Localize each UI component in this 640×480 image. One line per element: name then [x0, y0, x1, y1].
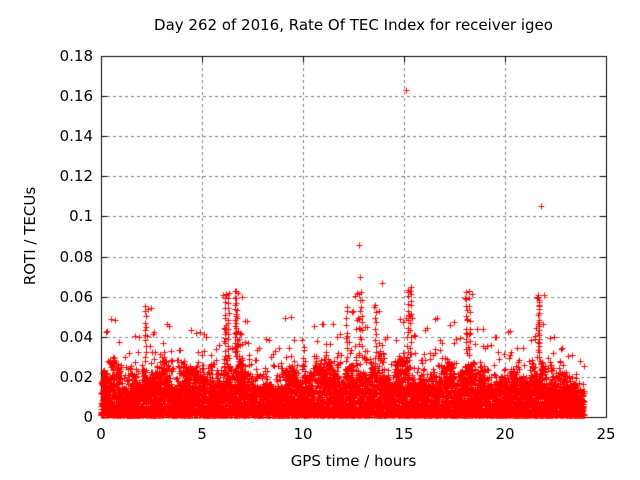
- x-tick-label: 20: [495, 425, 515, 443]
- x-tick-label: 0: [96, 425, 106, 443]
- y-tick-label: 0.02: [59, 367, 93, 386]
- y-tick-label: 0.14: [59, 127, 93, 146]
- x-tick-label: 25: [596, 425, 616, 443]
- x-tick-label: 10: [293, 425, 313, 443]
- y-tick-label: 0: [83, 408, 93, 426]
- y-tick-label: 0.16: [59, 87, 93, 106]
- y-tick-label: 0.08: [59, 247, 93, 266]
- y-tick-label: 0.04: [59, 327, 93, 346]
- y-tick-label: 0.12: [59, 167, 93, 186]
- x-tick-label: 5: [197, 425, 207, 443]
- y-tick-label: 0.06: [59, 287, 93, 306]
- y-tick-label: 0.1: [69, 207, 93, 226]
- x-axis-label: GPS time / hours: [290, 452, 417, 470]
- x-tick-label: 15: [394, 425, 414, 443]
- chart-title: Day 262 of 2016, Rate Of TEC Index for r…: [154, 16, 553, 34]
- y-tick-label: 0.18: [59, 47, 93, 65]
